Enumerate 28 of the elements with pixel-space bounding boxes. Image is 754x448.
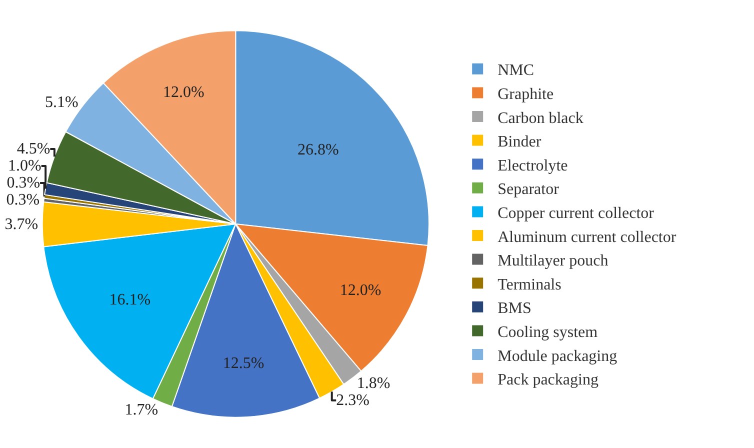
legend-label: Cooling system [498,324,598,341]
data-label: 1.7% [124,402,158,419]
data-label: 26.8% [298,142,339,159]
data-label: 0.3% [6,174,40,192]
legend-label: Module packaging [498,348,618,365]
legend-label: Separator [498,181,560,198]
legend-label: Binder [498,134,542,151]
legend-label: NMC [498,62,534,80]
legend-label: Copper current collector [498,204,655,222]
legend-label: BMS [498,300,532,318]
legend-label: Electrolyte [498,157,568,174]
legend-label: Multilayer pouch [498,252,608,270]
data-label: 4.5% [16,140,50,158]
legend-label: Aluminum current collector [498,228,677,246]
legend-label: Pack packaging [498,372,598,389]
data-label: 1.8% [356,374,390,392]
data-label: 5.1% [45,94,78,112]
data-label: 3.7% [4,216,38,233]
data-label: 1.0% [8,157,42,174]
data-label: 16.1% [109,292,151,309]
data-label: 12.0% [340,282,382,299]
data-label: 2.3% [336,392,370,409]
legend-label: Carbon black [498,110,584,127]
data-label: 12.5% [222,355,264,372]
data-label: 0.3% [6,191,40,208]
legend-label: Terminals [498,276,562,294]
data-label: 12.0% [162,84,204,102]
legend-label: Graphite [498,86,554,103]
